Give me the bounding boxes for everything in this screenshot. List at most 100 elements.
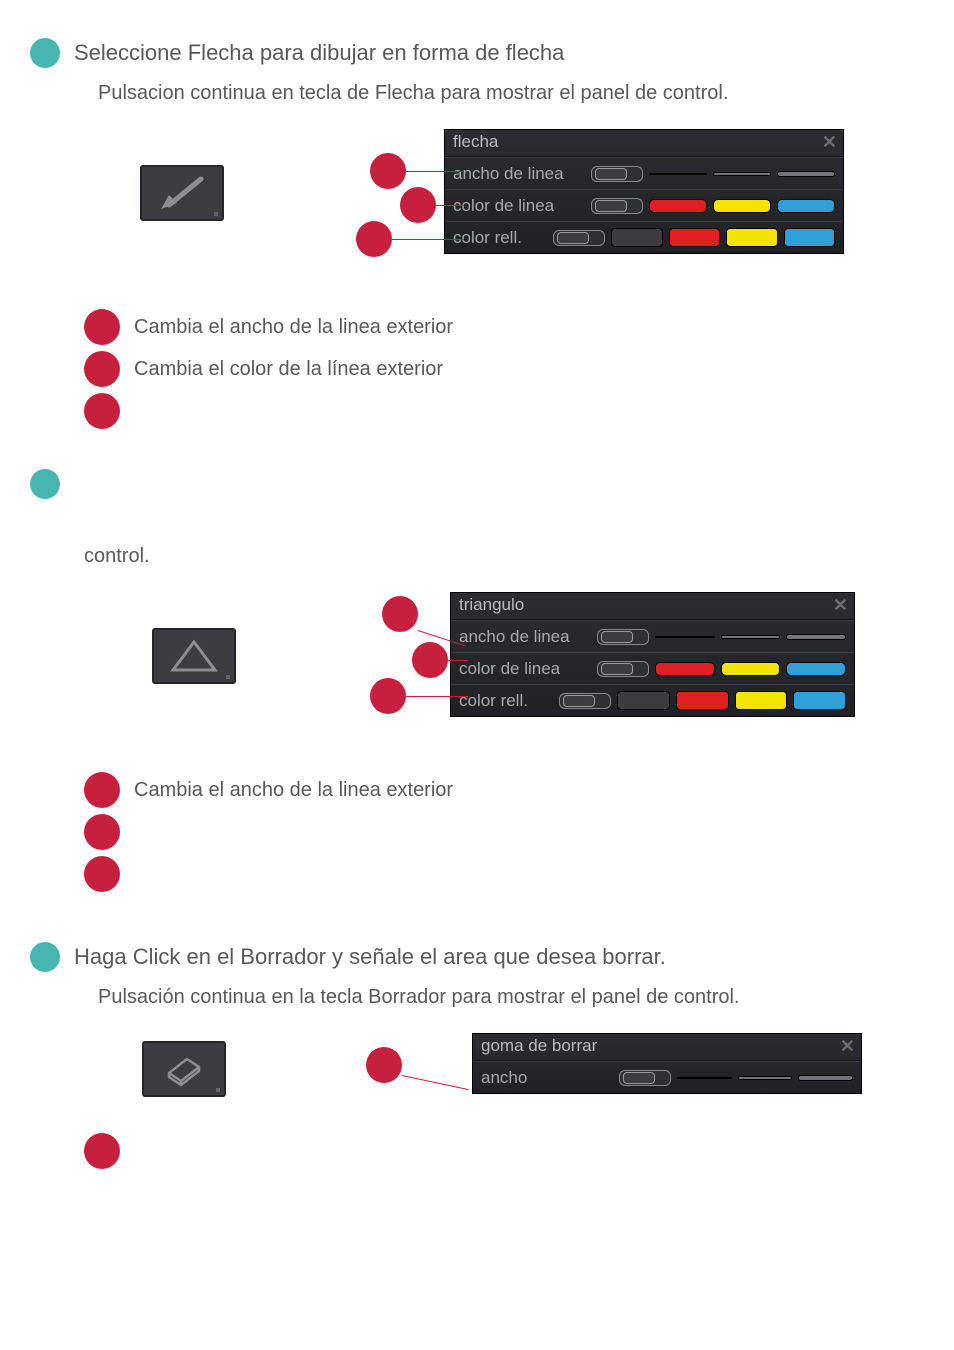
width-option[interactable] bbox=[655, 636, 715, 638]
callout-dot bbox=[366, 1047, 402, 1083]
width-option[interactable] bbox=[738, 1076, 793, 1080]
heading-text: Haga Click en el Borrador y señale el ar… bbox=[74, 944, 666, 970]
width-option[interactable] bbox=[777, 171, 835, 177]
subtext: control. bbox=[84, 545, 924, 568]
fill-swatch[interactable] bbox=[784, 228, 836, 247]
width-option[interactable] bbox=[713, 172, 771, 176]
width-swatch-selected[interactable] bbox=[619, 1070, 671, 1086]
panel-triangulo: triangulo ✕ ancho de linea color de line… bbox=[450, 592, 855, 717]
row-label: color de linea bbox=[459, 659, 587, 679]
callout-dot bbox=[382, 596, 418, 632]
row-label: color de linea bbox=[453, 196, 581, 216]
legend-row bbox=[84, 814, 924, 850]
legend-triangulo: Cambia el ancho de la linea exterior bbox=[84, 772, 924, 892]
figure-borrador: goma de borrar ✕ ancho bbox=[30, 1033, 924, 1123]
subtext: Pulsacion continua en tecla de Flecha pa… bbox=[98, 82, 924, 105]
panel-row-color: color de linea bbox=[451, 652, 854, 684]
callout-line bbox=[406, 696, 468, 697]
color-swatch[interactable] bbox=[713, 199, 771, 213]
close-icon[interactable]: ✕ bbox=[833, 596, 848, 614]
bullet-icon bbox=[30, 38, 60, 68]
callout-dot bbox=[356, 221, 392, 257]
color-options bbox=[591, 198, 835, 214]
fill-options bbox=[559, 691, 846, 710]
width-swatch-selected[interactable] bbox=[597, 629, 649, 645]
legend-row: Cambia el ancho de la linea exterior bbox=[84, 309, 924, 345]
width-swatch-selected[interactable] bbox=[591, 166, 643, 182]
tool-button-triangle[interactable] bbox=[152, 628, 236, 684]
fill-swatch[interactable] bbox=[735, 691, 788, 710]
tool-button-eraser[interactable] bbox=[142, 1041, 226, 1097]
color-swatch[interactable] bbox=[786, 662, 846, 676]
callout-line bbox=[406, 171, 464, 172]
width-option[interactable] bbox=[721, 635, 781, 639]
heading-row: Haga Click en el Borrador y señale el ar… bbox=[30, 942, 924, 972]
eraser-icon bbox=[161, 1051, 207, 1087]
legend-text: Cambia el ancho de la linea exterior bbox=[134, 316, 453, 339]
width-option[interactable] bbox=[798, 1075, 853, 1081]
fill-swatch[interactable] bbox=[617, 691, 670, 710]
corner-dot-icon bbox=[216, 1088, 220, 1092]
legend-text: Cambia el ancho de la linea exterior bbox=[134, 779, 453, 802]
legend-dot-icon bbox=[84, 393, 120, 429]
legend-borrador bbox=[84, 1133, 924, 1169]
callout-line bbox=[392, 239, 464, 240]
callout-dot bbox=[370, 678, 406, 714]
panel-row-ancho: ancho de linea bbox=[445, 157, 843, 189]
panel-row-rell: color rell. bbox=[445, 221, 843, 253]
legend-dot-icon bbox=[84, 1133, 120, 1169]
panel-title-text: goma de borrar bbox=[481, 1036, 597, 1056]
legend-row bbox=[84, 1133, 924, 1169]
subtext: Pulsación continua en la tecla Borrador … bbox=[98, 986, 924, 1009]
legend-dot-icon bbox=[84, 856, 120, 892]
width-option[interactable] bbox=[786, 634, 846, 640]
fill-swatch[interactable] bbox=[676, 691, 729, 710]
fill-swatch[interactable] bbox=[793, 691, 846, 710]
section-borrador: Haga Click en el Borrador y señale el ar… bbox=[30, 942, 924, 1169]
panel-row-ancho: ancho bbox=[473, 1061, 861, 1093]
panel-flecha: flecha ✕ ancho de linea color de linea bbox=[444, 129, 844, 254]
legend-row bbox=[84, 856, 924, 892]
section-flecha: Seleccione Flecha para dibujar en forma … bbox=[30, 38, 924, 429]
fill-swatch[interactable] bbox=[611, 228, 663, 247]
close-icon[interactable]: ✕ bbox=[822, 133, 837, 151]
figure-triangulo: triangulo ✕ ancho de linea color de line… bbox=[30, 592, 924, 752]
color-swatch[interactable] bbox=[777, 199, 835, 213]
panel-title-text: flecha bbox=[453, 132, 498, 152]
color-swatch[interactable] bbox=[721, 662, 781, 676]
width-option[interactable] bbox=[649, 173, 707, 175]
legend-dot-icon bbox=[84, 351, 120, 387]
legend-row: Cambia el ancho de la linea exterior bbox=[84, 772, 924, 808]
callout-line bbox=[402, 1075, 469, 1090]
row-label: color rell. bbox=[459, 691, 549, 711]
callout-dot bbox=[370, 153, 406, 189]
fill-swatch-selected[interactable] bbox=[553, 230, 605, 246]
legend-dot-icon bbox=[84, 309, 120, 345]
width-options bbox=[619, 1070, 853, 1086]
fill-swatch-selected[interactable] bbox=[559, 693, 611, 709]
row-label: ancho de linea bbox=[453, 164, 581, 184]
fill-options bbox=[553, 228, 835, 247]
fill-swatch[interactable] bbox=[669, 228, 721, 247]
row-label: color rell. bbox=[453, 228, 543, 248]
close-icon[interactable]: ✕ bbox=[840, 1037, 855, 1055]
callout-dot bbox=[412, 642, 448, 678]
color-swatch[interactable] bbox=[649, 199, 707, 213]
section-triangulo: control. triangulo ✕ ancho de linea bbox=[30, 469, 924, 892]
arrow-icon bbox=[157, 175, 207, 211]
heading-text: Seleccione Flecha para dibujar en forma … bbox=[74, 40, 564, 66]
legend-row bbox=[84, 393, 924, 429]
tool-button-arrow[interactable] bbox=[140, 165, 224, 221]
fill-swatch[interactable] bbox=[726, 228, 778, 247]
panel-borrador: goma de borrar ✕ ancho bbox=[472, 1033, 862, 1094]
corner-dot-icon bbox=[226, 675, 230, 679]
width-option[interactable] bbox=[677, 1077, 732, 1079]
panel-titlebar: triangulo ✕ bbox=[451, 593, 854, 620]
legend-dot-icon bbox=[84, 814, 120, 850]
legend-row: Cambia el color de la línea exterior bbox=[84, 351, 924, 387]
panel-title-text: triangulo bbox=[459, 595, 524, 615]
color-swatch[interactable] bbox=[655, 662, 715, 676]
color-swatch-selected[interactable] bbox=[591, 198, 643, 214]
legend-dot-icon bbox=[84, 772, 120, 808]
color-swatch-selected[interactable] bbox=[597, 661, 649, 677]
